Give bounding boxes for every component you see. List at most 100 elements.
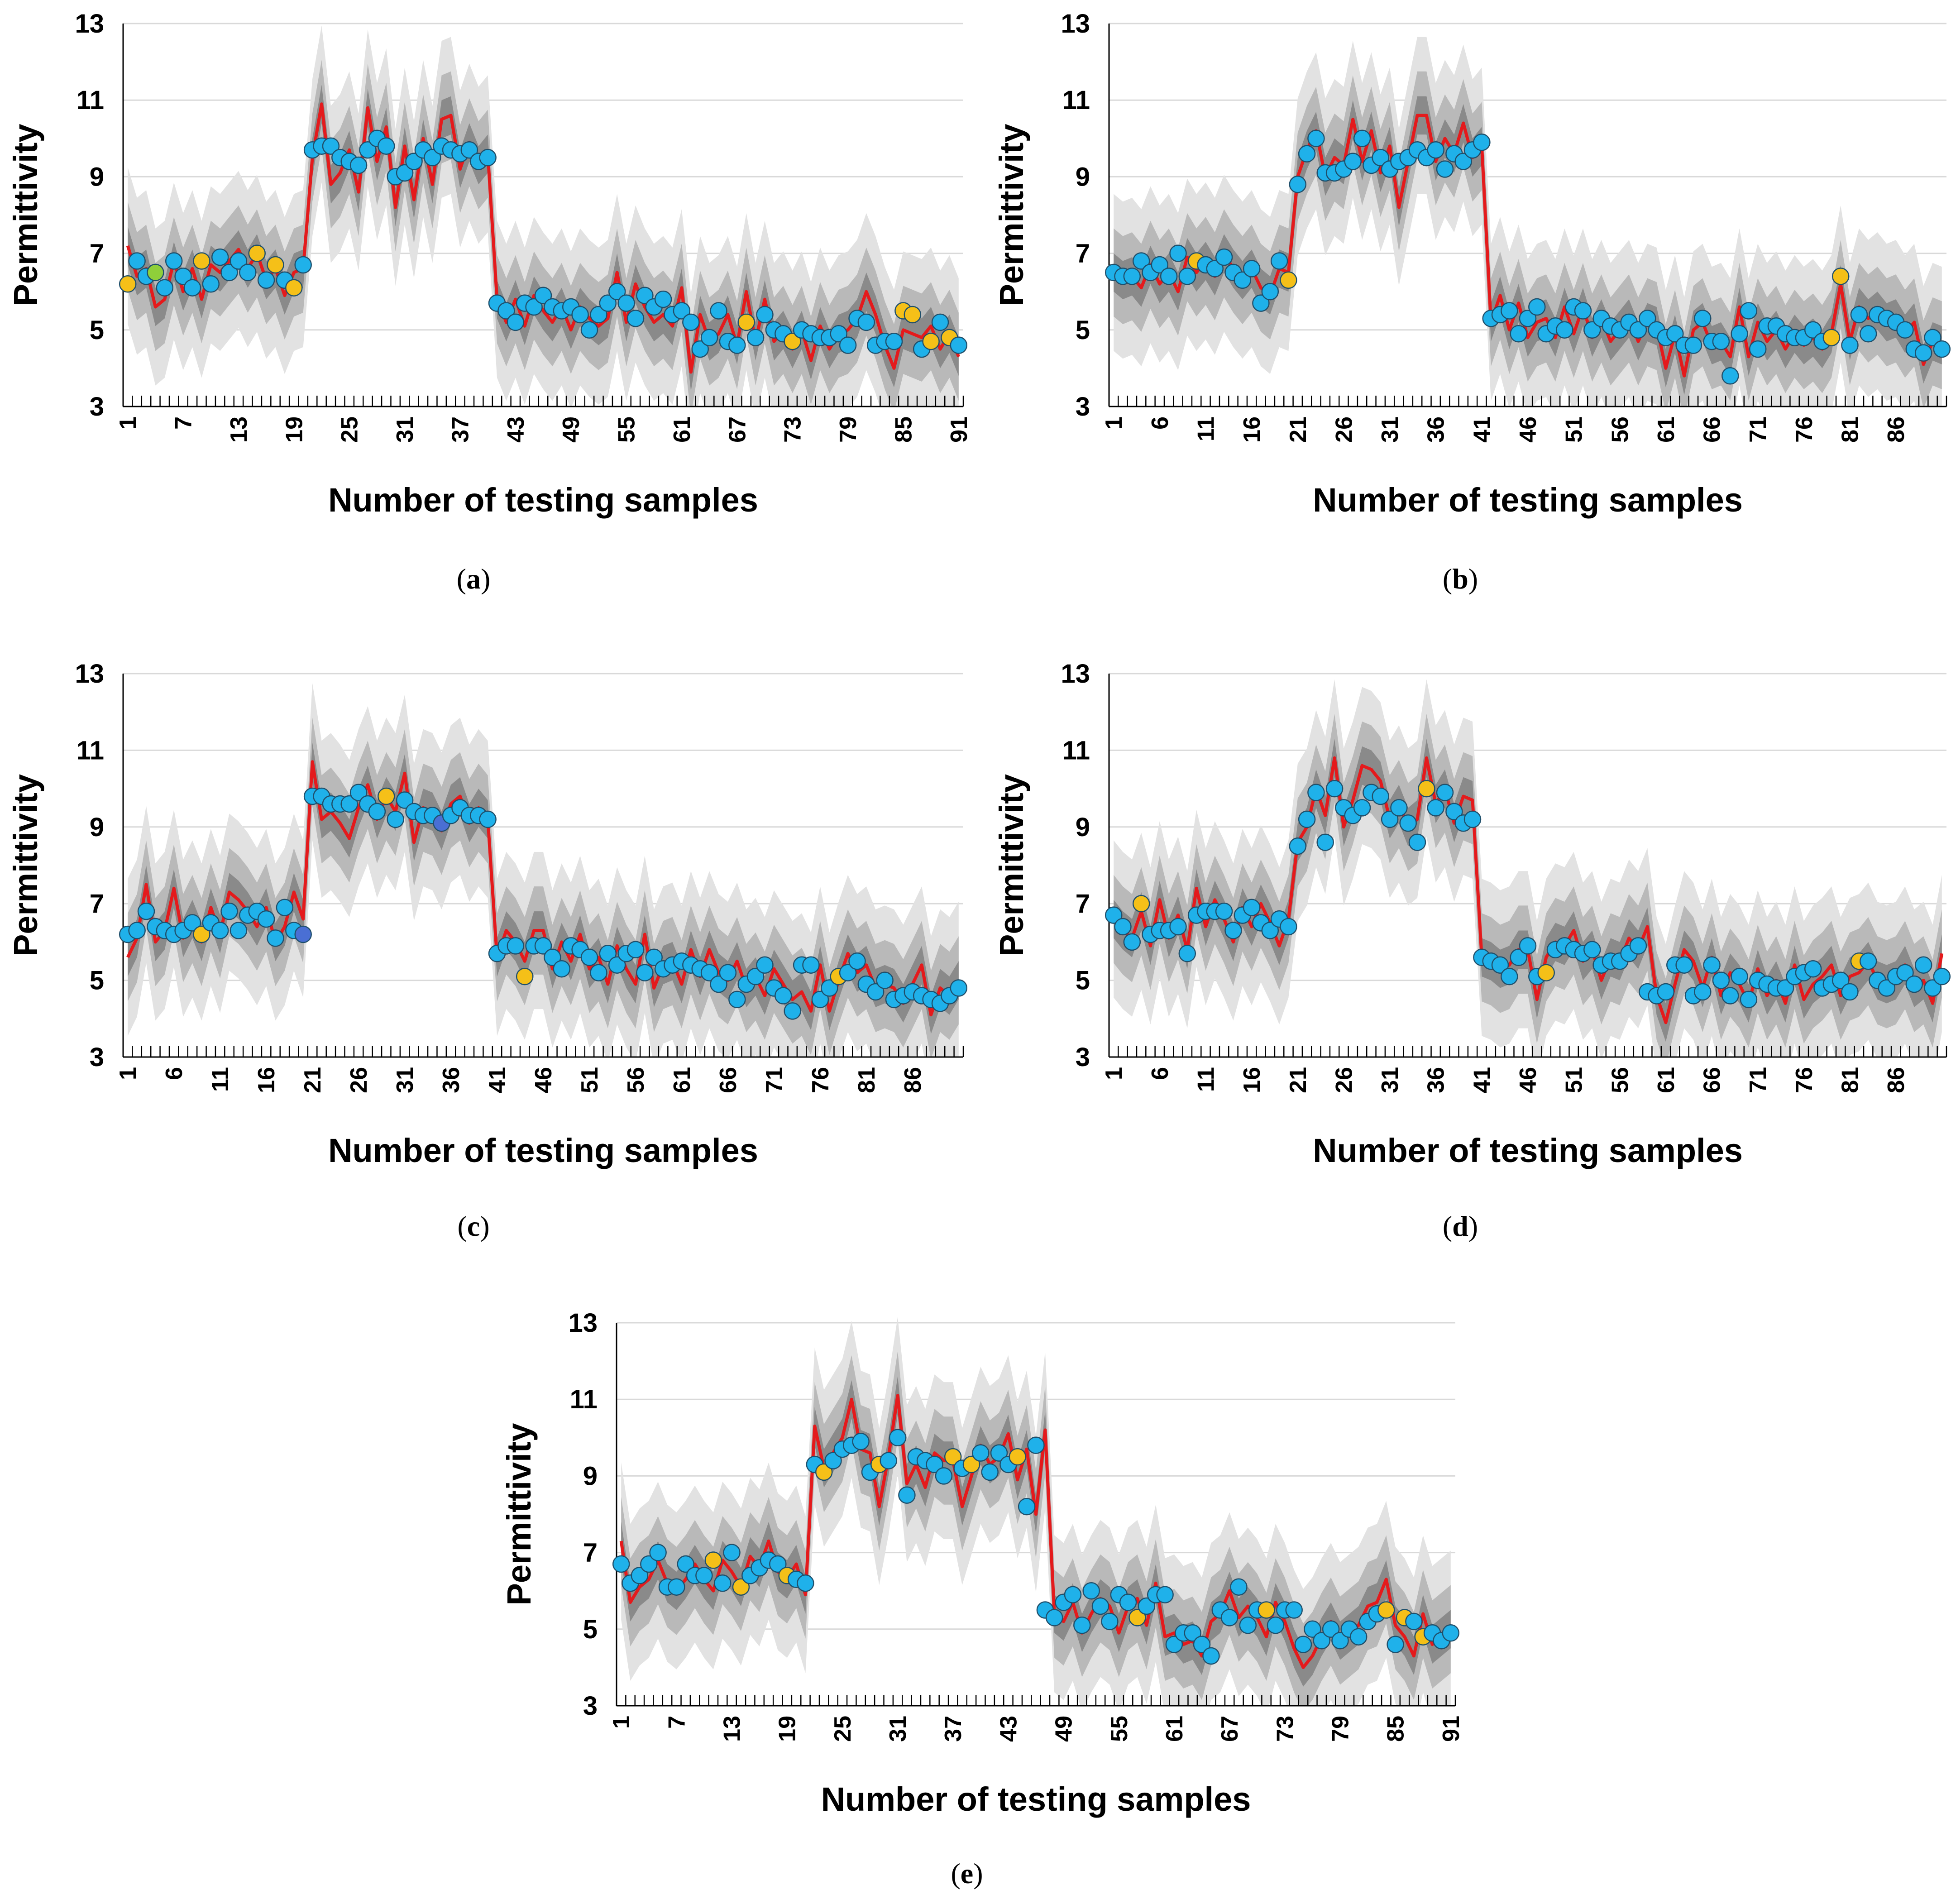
data-point [1933,967,1951,985]
y-tick-label: 3 [583,1691,598,1721]
data-point [1859,952,1877,970]
data-point [1129,1609,1146,1627]
data-point [1914,344,1932,362]
data-point [1138,1597,1156,1615]
data-point [972,1444,990,1462]
data-point [746,329,765,346]
data-point [700,329,718,346]
x-tick-label: 46 [1515,1067,1541,1093]
data-point [359,141,377,159]
y-tick-label: 11 [1062,86,1090,115]
x-tick-label: 51 [1561,1067,1588,1093]
data-point [839,964,857,981]
data-point [1850,306,1868,324]
uncertainty-bands [1114,679,1942,1057]
data-point [1405,1612,1423,1631]
data-point [276,899,294,916]
x-tick-label: 1 [1101,1067,1127,1080]
data-point [193,925,210,943]
data-point [1399,814,1417,832]
data-point [230,922,248,939]
data-point [1442,1624,1460,1642]
x-tick-label: 6 [1147,1067,1173,1080]
data-point [1156,1586,1174,1603]
data-point [1349,1628,1368,1646]
x-tick-label: 79 [835,416,861,443]
x-tick-label: 41 [484,1067,511,1093]
data-point [1721,367,1739,385]
x-tick-label: 36 [438,1067,464,1093]
data-point [1657,983,1675,1001]
x-tick-label: 13 [719,1716,746,1742]
y-tick-label: 13 [75,9,104,38]
data-point [889,1429,907,1447]
data-point [1583,941,1601,959]
x-tick-label: 56 [1607,416,1633,443]
y-tick-label: 7 [1076,889,1090,919]
data-point [1313,1631,1330,1650]
data-point [935,1467,953,1485]
data-point [1114,918,1132,936]
y-tick-label: 5 [90,966,104,995]
x-tick-label: 46 [1515,416,1541,443]
x-tick-label: 19 [281,416,307,443]
mid-band [1114,71,1942,407]
data-point [183,279,201,297]
data-point [1675,956,1693,974]
data-point [1298,145,1316,163]
data-point [1418,780,1435,798]
data-point [1914,956,1932,974]
data-point [405,153,423,170]
y-tick-label: 9 [583,1461,598,1491]
x-tick-label: 21 [1285,1067,1311,1093]
data-point [1206,260,1224,277]
x-tick-label: 11 [1193,416,1219,441]
x-tick-label: 85 [1383,1716,1409,1742]
x-tick-label: 11 [207,1067,234,1092]
y-tick-label: 9 [1076,813,1090,842]
data-point [682,313,700,331]
data-point [1132,252,1150,270]
data-point [1165,1636,1183,1653]
data-point [1639,310,1656,327]
data-point [1018,1497,1036,1516]
x-tick-label: 26 [346,1067,372,1093]
data-point [590,306,607,324]
data-point [507,937,525,955]
data-point [668,1578,685,1596]
data-point [1289,837,1307,855]
data-point [649,1544,667,1561]
data-point [1230,1578,1248,1596]
x-tick-label: 7 [664,1716,690,1729]
data-point [1178,268,1196,285]
data-point [387,810,404,828]
data-point [1224,922,1242,939]
data-point [1694,310,1712,327]
y-tick-label: 11 [1062,736,1090,765]
data-point [1252,294,1270,312]
data-point [1749,340,1767,358]
data-point [1261,922,1279,939]
data-point [1119,1593,1137,1611]
data-point [608,956,626,974]
data-point [267,256,284,274]
data-point [654,290,672,308]
x-tick-label: 55 [614,416,640,443]
y-tick-label: 5 [583,1615,598,1644]
x-tick-label: 81 [854,1067,880,1093]
data-point [1712,332,1730,350]
data-point [479,148,497,167]
data-point [1307,129,1325,148]
data-point [904,306,922,324]
y-tick-label: 11 [77,86,104,115]
data-point [1473,134,1491,151]
data-point [950,979,968,997]
data-point [830,325,847,343]
x-tick-label: 71 [1745,416,1771,443]
data-point [1243,899,1261,916]
data-point [1353,799,1371,817]
data-point [815,1463,833,1481]
data-point [1731,967,1748,985]
